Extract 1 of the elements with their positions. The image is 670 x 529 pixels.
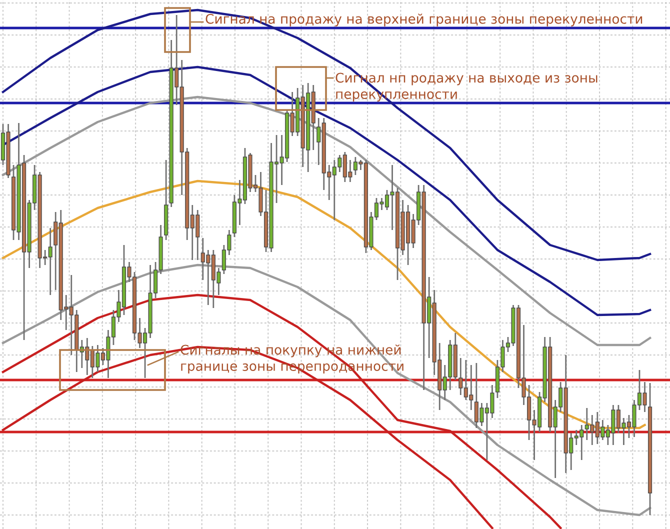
annotation: Сигнал на продажу на верхней границе зоны перекуленности (206, 14, 642, 26)
